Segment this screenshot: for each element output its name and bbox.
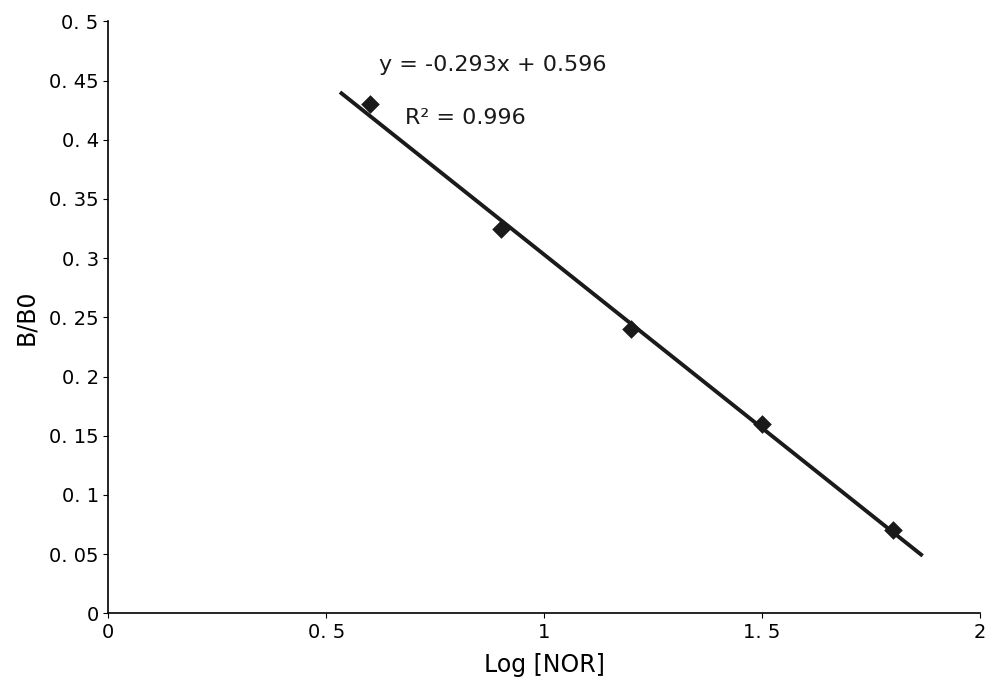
X-axis label: Log [NOR]: Log [NOR] bbox=[484, 653, 605, 677]
Point bbox=[362, 99, 378, 110]
Point bbox=[493, 223, 509, 234]
Point bbox=[754, 418, 770, 429]
Text: R² = 0.996: R² = 0.996 bbox=[405, 108, 525, 128]
Text: y = -0.293x + 0.596: y = -0.293x + 0.596 bbox=[379, 55, 606, 75]
Point bbox=[623, 323, 639, 334]
Point bbox=[885, 525, 901, 536]
Y-axis label: B/B0: B/B0 bbox=[14, 290, 38, 345]
